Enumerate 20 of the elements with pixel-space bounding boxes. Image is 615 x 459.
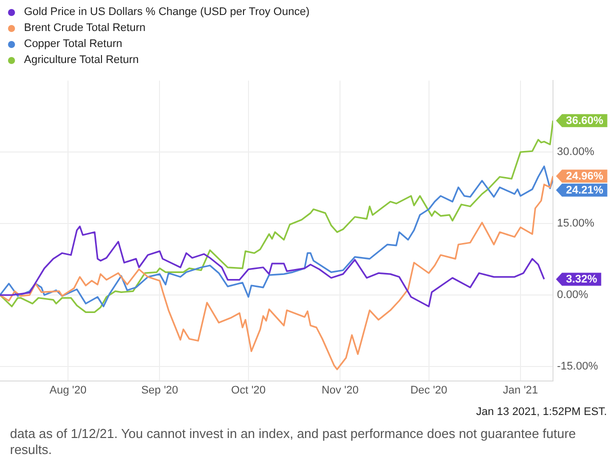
annotation: 36.60% — [566, 115, 604, 128]
x-tick-label: Aug '20 — [50, 384, 86, 396]
x-tick-label: Sep '20 — [141, 384, 178, 396]
x-tick-label: Nov '20 — [322, 384, 359, 396]
annotation: 24.96% — [566, 170, 604, 183]
x-tick-label: Dec '20 — [410, 384, 448, 396]
legend-label: Gold Price in US Dollars % Change (USD per Troy Ounce) — [24, 6, 310, 18]
legend-label: Brent Crude Total Return — [24, 22, 146, 34]
legend-label: Agriculture Total Return — [24, 54, 139, 66]
annotation: 3.32% — [566, 274, 598, 286]
y-tick-label: -15.00% — [557, 360, 598, 373]
x-tick-label: Jan '21 — [502, 384, 538, 396]
y-tick-label: 15.00% — [557, 218, 595, 230]
annotation: 24.21% — [566, 184, 604, 197]
x-tick-label: Oct '20 — [231, 384, 266, 396]
legend-label: Copper Total Return — [24, 38, 122, 50]
y-tick-label: 30.00% — [557, 146, 595, 158]
y-tick-label: 0.00% — [557, 289, 588, 302]
text: data as of 1/12/21. You cannot invest in an index, and past performance does not guarantee future results. — [9, 425, 577, 458]
text: Jan 13 2021, 1:52PM EST. — [475, 405, 608, 418]
